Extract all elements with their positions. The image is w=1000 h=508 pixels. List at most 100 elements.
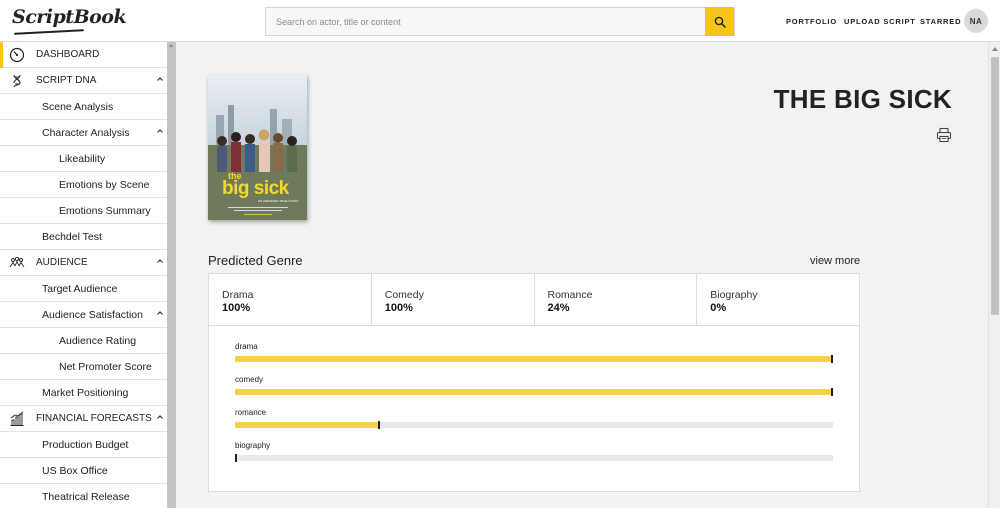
predicted-genre-panel: Drama 100% Comedy 100% Romance 24% Biogr… [208,273,860,492]
active-indicator [0,42,3,68]
sidebar-item-label: SCRIPT DNA [36,75,97,86]
financial-chart-icon [10,411,24,426]
search-icon [714,16,726,28]
sidebar-item-audience[interactable]: AUDIENCE [0,250,167,276]
page-scrollbar[interactable] [988,42,1000,508]
sidebar-item-label: Bechdel Test [42,230,102,243]
user-avatar[interactable]: NA [964,9,988,33]
scroll-up-arrow-icon[interactable] [992,47,998,51]
genre-name: Drama [222,289,254,301]
sidebar-item-audience-satisfaction[interactable]: Audience Satisfaction [0,302,167,328]
nav-portfolio-link[interactable]: PORTFOLIO [786,17,837,26]
chevron-up-icon[interactable] [156,309,164,317]
top-bar: ScriptBook PORTFOLIO UPLOAD SCRIPT STARR… [0,0,1000,42]
sidebar-item-label: Character Analysis [42,126,130,139]
dashboard-gauge-icon [9,47,25,63]
view-more-link[interactable]: view more [810,255,861,267]
sidebar-item-label: US Box Office [42,464,108,477]
sidebar-item-label: Market Positioning [42,386,129,399]
sidebar-item-production-budget[interactable]: Production Budget [0,432,167,458]
scriptbook-logo[interactable]: ScriptBook [12,6,127,28]
poster-title-line1: the [228,171,242,181]
nav-upload-script-link[interactable]: UPLOAD SCRIPT [844,17,916,26]
sidebar-item-net-promoter-score[interactable]: Net Promoter Score [0,354,167,380]
bar-label: comedy [235,375,264,384]
bar-fill [235,422,379,428]
genre-bar-drama: drama [235,342,833,372]
sidebar-item-character-analysis[interactable]: Character Analysis [0,120,167,146]
bar-track [235,421,833,429]
sidebar-item-label: Theatrical Release [42,490,130,503]
chevron-up-icon[interactable] [156,75,164,83]
sidebar: DASHBOARD SCRIPT DNA Scene Analysis Char… [0,42,167,508]
sidebar-item-emotions-by-scene[interactable]: Emotions by Scene [0,172,167,198]
dna-icon [13,74,21,88]
search-input[interactable] [266,8,706,35]
bar-fill [235,389,833,395]
sidebar-item-label: AUDIENCE [36,257,88,268]
sidebar-item-financial-forecasts[interactable]: FINANCIAL FORECASTS [0,406,167,432]
sidebar-item-label: Audience Rating [59,334,137,347]
genre-card-drama: Drama 100% [209,274,372,326]
genre-bar-biography: biography [235,441,833,471]
sidebar-item-audience-rating[interactable]: Audience Rating [0,328,167,354]
genre-percent: 24% [547,302,570,314]
sidebar-item-scene-analysis[interactable]: Scene Analysis [0,94,167,120]
genre-name: Comedy [384,289,424,301]
genre-card-biography: Biography 0% [697,274,859,326]
sidebar-item-script-dna[interactable]: SCRIPT DNA [0,68,167,94]
sidebar-item-likeability[interactable]: Likeability [0,146,167,172]
chevron-up-icon[interactable] [156,127,164,135]
poster-title-line2: big sick [222,178,290,199]
sidebar-item-label: Likeability [59,152,106,165]
sidebar-item-label: FINANCIAL FORECASTS [36,413,152,424]
sidebar-item-label: Audience Satisfaction [42,308,143,321]
sidebar-item-market-positioning[interactable]: Market Positioning [0,380,167,406]
sidebar-scrollbar[interactable] [167,42,176,508]
audience-icon [9,256,25,268]
sidebar-item-target-audience[interactable]: Target Audience [0,276,167,302]
sidebar-item-us-box-office[interactable]: US Box Office [0,458,167,484]
genre-cards: Drama 100% Comedy 100% Romance 24% Biogr… [209,274,859,326]
search-box [265,7,735,36]
nav-starred-link[interactable]: STARRED [920,17,962,26]
bar-label: biography [235,441,271,450]
main-content: the big sick AN AWKWARD TRUE STORY THE B… [176,42,988,508]
sidebar-item-label: Net Promoter Score [59,360,152,373]
genre-percent: 100% [384,302,413,314]
poster-tagline: AN AWKWARD TRUE STORY [258,199,299,203]
movie-poster: the big sick AN AWKWARD TRUE STORY [208,75,307,220]
search-button[interactable] [705,7,734,36]
sidebar-item-theatrical-release[interactable]: Theatrical Release [0,484,167,508]
scroll-up-arrow-icon[interactable] [169,44,173,47]
poster-artwork: the big sick AN AWKWARD TRUE STORY [208,75,307,220]
genre-bar-comedy: comedy [235,375,833,405]
genre-card-comedy: Comedy 100% [372,274,535,326]
sidebar-scrollbar-thumb[interactable] [167,42,176,508]
bar-track [235,454,833,462]
chevron-up-icon[interactable] [156,413,164,421]
bar-fill [235,356,833,362]
printer-icon[interactable] [936,127,952,143]
genre-bar-romance: romance [235,408,833,438]
sidebar-item-label: Scene Analysis [42,100,114,113]
bar-end-marker [831,388,833,396]
genre-card-romance: Romance 24% [535,274,698,326]
sidebar-item-emotions-summary[interactable]: Emotions Summary [0,198,167,224]
genre-name: Biography [710,289,758,301]
chevron-up-icon[interactable] [156,257,164,265]
bar-label: romance [235,408,267,417]
movie-title: THE BIG SICK [773,84,952,114]
bar-end-marker [831,355,833,363]
logo-underline [13,29,85,35]
genre-name: Romance [547,289,593,301]
page-scrollbar-thumb[interactable] [991,57,999,315]
sidebar-item-label: Emotions by Scene [59,178,150,191]
predicted-genre-heading: Predicted Genre [208,253,303,268]
sidebar-item-dashboard[interactable]: DASHBOARD [0,42,167,68]
sidebar-item-label: Emotions Summary [59,204,151,217]
sidebar-item-label: Target Audience [42,282,118,295]
bar-end-marker [378,421,380,429]
bar-track [235,355,833,363]
sidebar-item-bechdel-test[interactable]: Bechdel Test [0,224,167,250]
